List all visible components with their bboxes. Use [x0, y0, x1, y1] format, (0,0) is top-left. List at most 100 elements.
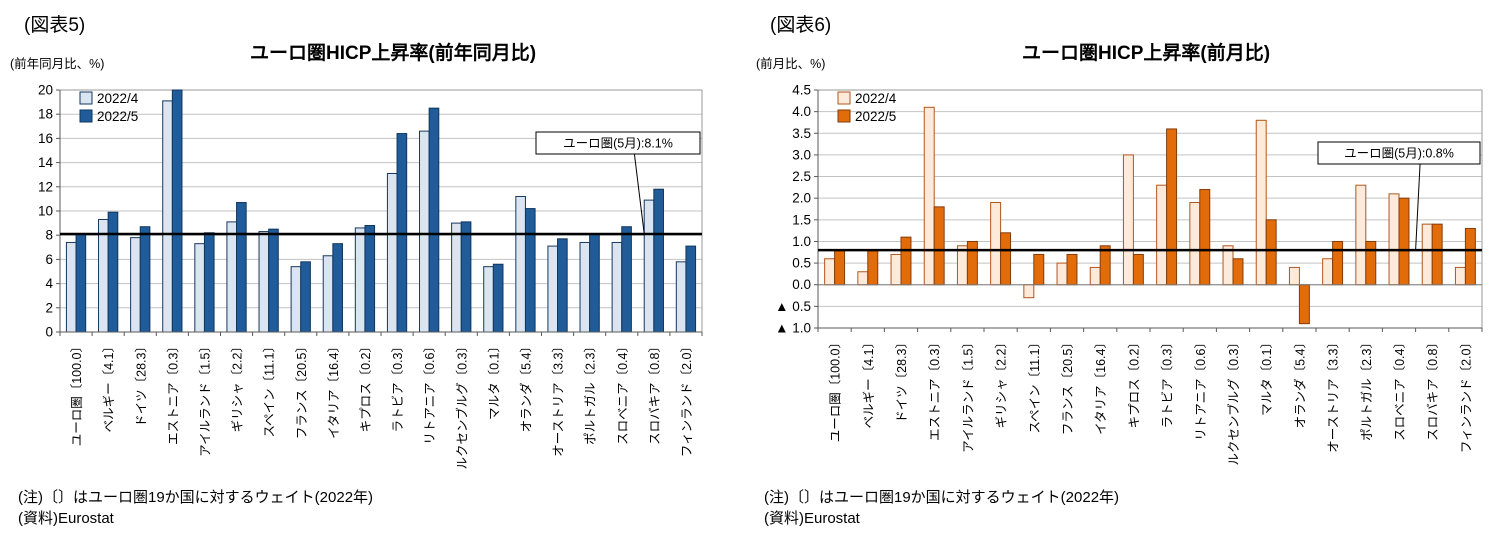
bar: [1132, 253, 1144, 286]
bar-chart-mom: ▲ 1.0 ▲ 0.5 0.0 0.5 1.0 1.5 2.0 2.5 3.0 3.5 4.0 4.5…: [775, 83, 1483, 466]
bar: [460, 221, 472, 333]
annotation-box: [1317, 141, 1481, 165]
svg-text:2.0: 2.0: [792, 191, 811, 206]
bar: [1355, 184, 1367, 286]
svg-text:ユーロ圏〔100.0〕: ユーロ圏〔100.0〕: [70, 340, 84, 446]
bar: [428, 107, 440, 333]
svg-text:イタリア〔16.4〕: イタリア〔16.4〕: [1094, 336, 1108, 435]
svg-text:スペイン〔11.1〕: スペイン〔11.1〕: [1028, 336, 1042, 434]
bar: [290, 266, 302, 333]
svg-text:アイルランド〔1.5〕: アイルランド〔1.5〕: [961, 336, 975, 453]
svg-text:0.5: 0.5: [792, 256, 811, 271]
bar: [322, 255, 334, 333]
bar: [75, 233, 87, 333]
svg-text:キプロス〔0.2〕: キプロス〔0.2〕: [359, 340, 373, 432]
svg-text:0: 0: [45, 325, 53, 340]
bar: [1298, 284, 1310, 325]
annotation-box: [535, 131, 701, 155]
bar: [419, 130, 430, 333]
svg-text:スロバキア〔0.8〕: スロバキア〔0.8〕: [1426, 336, 1440, 441]
annotation-pointer: [633, 153, 645, 235]
bar: [1156, 184, 1168, 286]
svg-text:イタリア〔16.4〕: イタリア〔16.4〕: [327, 340, 341, 439]
chart-panel-mom: (図表6) (前月比、%) ユーロ圏HICP上昇率(前月比) ▲ 1.0 ▲ 0.…: [754, 4, 1498, 529]
y-axis-unit-label: (前年同月比、%): [10, 57, 105, 71]
bar: [300, 261, 311, 333]
bar: [107, 211, 119, 333]
bar: [98, 218, 109, 333]
svg-text:ユーロ圏〔100.0〕: ユーロ圏〔100.0〕: [829, 336, 843, 442]
bar: [194, 243, 205, 333]
bar: [857, 271, 869, 286]
bar: [1388, 193, 1400, 286]
bar: [515, 195, 526, 333]
bar: [1089, 266, 1101, 286]
bar: [258, 231, 270, 333]
bar: [1332, 240, 1344, 286]
bar: [867, 249, 879, 286]
bar: [451, 222, 462, 333]
bar: [824, 258, 836, 286]
bar: [621, 226, 632, 333]
chart-header: (前年同月比、%) ユーロ圏HICP上昇率(前年同月比): [8, 38, 738, 72]
y-axis-unit-label: (前月比、%): [756, 57, 826, 71]
bar-series-2022/4: [65, 100, 687, 333]
chart-title: ユーロ圏HICP上昇率(前月比): [1021, 43, 1271, 64]
annotation-pointer: [1415, 163, 1421, 251]
svg-text:フランス〔20.5〕: フランス〔20.5〕: [1061, 336, 1075, 435]
svg-text:フィンランド〔2.0〕: フィンランド〔2.0〕: [1459, 336, 1473, 453]
svg-text:マルタ〔0.1〕: マルタ〔0.1〕: [487, 340, 501, 420]
bar: [1454, 266, 1466, 286]
bar: [162, 100, 173, 333]
svg-text:ベルギー〔4.1〕: ベルギー〔4.1〕: [102, 340, 116, 432]
bar: [1033, 253, 1045, 286]
bar-series-2022/5: [75, 89, 697, 333]
bar: [1322, 258, 1334, 286]
svg-text:マルタ〔0.1〕: マルタ〔0.1〕: [1260, 336, 1274, 416]
chart-notes: (注)〔〕はユーロ圏19か国に対するウェイト(2022年) (資料)Eurost…: [18, 487, 738, 529]
bar-chart-yoy: 0 2 4 6 8 10 12 14 16 18 20 ユーロ圏〔100.0〕 ベルギー〔4.1〕 ドイツ…: [38, 83, 703, 470]
bar: [1122, 154, 1134, 286]
bar: [890, 253, 902, 286]
chart-title: ユーロ圏HICP上昇率(前年同月比): [249, 43, 537, 64]
bar: [1431, 223, 1443, 286]
note-weight: (注)〔〕はユーロ圏19か国に対するウェイト(2022年): [18, 489, 374, 506]
bar: [171, 89, 183, 333]
bar: [675, 261, 687, 333]
bar: [933, 206, 945, 286]
svg-text:ルクセンブルグ〔0.3〕: ルクセンブルグ〔0.3〕: [454, 340, 469, 470]
bar: [685, 245, 697, 333]
bar: [1464, 227, 1476, 286]
bar: [1000, 232, 1012, 286]
bar: [65, 241, 77, 333]
note-source: (資料)Eurostat: [764, 510, 860, 527]
svg-text:1.0: 1.0: [792, 234, 811, 249]
bar: [1189, 202, 1201, 286]
legend: 2022/4 2022/5: [79, 91, 139, 124]
svg-text:▲ 1.0: ▲ 1.0: [775, 321, 811, 336]
bar: [386, 172, 398, 333]
bar: [589, 233, 600, 333]
legend-label: 2022/4: [97, 91, 139, 106]
svg-text:ドイツ〔28.3〕: ドイツ〔28.3〕: [134, 340, 148, 427]
svg-text:2: 2: [45, 300, 53, 315]
svg-text:キプロス〔0.2〕: キプロス〔0.2〕: [1127, 336, 1141, 428]
bar: [1288, 266, 1300, 286]
bar: [579, 241, 591, 333]
svg-text:ドイツ〔28.3〕: ドイツ〔28.3〕: [895, 336, 909, 423]
annotation-text: ユーロ圏(5月):0.8%: [1344, 147, 1454, 161]
svg-text:フィンランド〔2.0〕: フィンランド〔2.0〕: [680, 340, 694, 457]
y-axis-labels: ▲ 1.0 ▲ 0.5 0.0 0.5 1.0 1.5 2.0 2.5 3.0 3.5 4.0 4.5: [775, 83, 811, 336]
legend-swatch: [79, 91, 93, 105]
gridlines: [814, 89, 1482, 329]
bar: [492, 263, 504, 333]
bar: [1421, 223, 1433, 286]
svg-text:2.5: 2.5: [792, 169, 811, 184]
bar: [268, 228, 279, 333]
legend-swatch: [837, 109, 851, 123]
bar: [1099, 245, 1111, 286]
chart-header: (前月比、%) ユーロ圏HICP上昇率(前月比): [754, 38, 1498, 72]
svg-text:ポルトガル〔2.3〕: ポルトガル〔2.3〕: [584, 340, 598, 445]
svg-text:ラトビア〔0.3〕: ラトビア〔0.3〕: [391, 340, 405, 432]
legend-label: 2022/5: [97, 109, 138, 124]
